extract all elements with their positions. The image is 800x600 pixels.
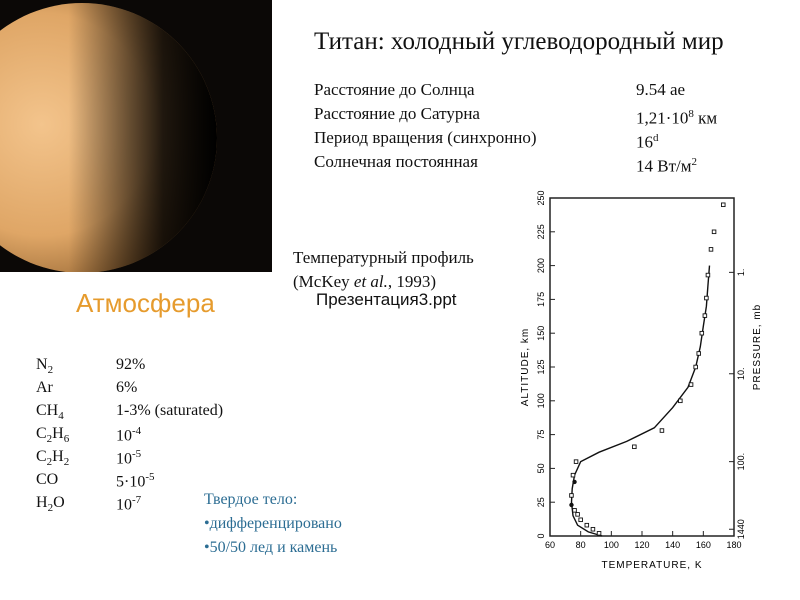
data-point-open [590,526,596,532]
data-point-open [696,351,701,356]
pressure-axis-label: PRESSURE, mb [752,304,763,390]
y-tick-label: 150 [536,326,546,341]
data-point-open [678,398,683,404]
presentation-link[interactable]: Презентация3.ppt [316,290,457,309]
fact-label: Расстояние до Солнца [314,80,475,99]
x-axis-label: TEMPERATURE, K [601,560,702,571]
gas-formula: C2H2 [36,448,70,469]
data-point-open [708,247,714,252]
y-tick-label: 0 [536,533,546,538]
fact-label: Период вращения (синхронно) [314,128,537,147]
data-point-open [704,295,709,301]
y-tick-label: 200 [536,258,546,273]
x-tick-label: 180 [726,540,741,550]
fact-value: 14 Вт/м2 [636,156,697,176]
data-point-open [572,508,577,513]
fact-value: 9.54 ае [636,80,686,99]
pressure-tick-label: 1440 [736,519,746,539]
data-point-open [578,517,583,523]
caption-line1: Температурный профиль [293,248,474,267]
data-point-open [570,472,576,478]
y-axis-label: ALTITUDE, km [520,328,531,406]
pressure-tick-label: 100. [736,453,746,471]
data-point-open [693,364,698,370]
y-tick-label: 125 [536,359,546,374]
y-tick-label: 50 [536,463,546,473]
x-tick-label: 160 [696,540,711,550]
gas-fraction: 1-3% (saturated) [116,402,224,419]
y-tick-label: 250 [536,190,546,205]
y-tick-label: 225 [536,224,546,239]
plot-frame [549,197,735,537]
fact-label: Солнечная постоянная [314,152,478,171]
gas-formula: CH4 [36,402,64,423]
fact-row-solar-constant: Солнечная постоянная 14 Вт/м2 [314,150,754,176]
gas-fraction: 92% [116,356,146,373]
gas-formula: H2O [36,494,65,515]
fact-label: Расстояние до Сатурна [314,104,480,123]
data-point-open [573,459,579,464]
y-tick-label: 75 [536,430,546,440]
data-point-open [688,382,694,387]
data-point-open [584,522,590,528]
x-tick-label: 80 [576,540,586,550]
data-point-open [659,428,665,433]
x-tick-label: 100 [604,540,619,550]
composition-row: Ar 6% [36,379,276,402]
composition-table: N2 92% Ar 6% CH4 1-3% (saturated) C2H6 1… [36,356,276,517]
composition-row: CO 5·10-5 [36,471,276,494]
composition-row: C2H6 10-4 [36,425,276,448]
data-point-open [705,272,711,278]
x-tick-label: 60 [545,540,555,550]
solid-body-item: •дифференцировано [204,515,342,532]
gas-fraction: 6% [116,379,138,396]
temperature-profile-caption: Температурный профиль (McKey et al., 199… [293,246,474,294]
y-tick-label: 175 [536,292,546,307]
gas-formula: C2H6 [36,425,70,446]
gas-fraction: 5·10-5 [116,471,155,491]
composition-row: H2O 10-7 [36,494,276,517]
solid-body-notes: Твердое тело: •дифференцировано •50/50 л… [204,488,342,560]
fact-row-rotation: Период вращения (синхронно) 16d [314,126,754,152]
data-point-open [699,330,705,336]
gas-formula: Ar [36,379,53,396]
pressure-tick-label: 1. [736,269,746,277]
x-tick-label: 120 [634,540,649,550]
temperature-profile-chart: 0 25 50 75 100 125 150 175 200 225 250 60 80 100 120 14… [506,186,800,580]
atmosphere-heading: Атмосфера [76,288,215,318]
fact-value: 16d [636,132,659,152]
data-point-filled [569,502,574,508]
gas-fraction: 10-7 [116,494,142,514]
data-point-open [702,313,708,318]
data-point-open [596,531,602,536]
gas-fraction: 10-4 [116,425,142,445]
data-point-open [569,493,574,498]
data-point-open [632,444,637,450]
composition-row: CH4 1-3% (saturated) [36,402,276,425]
data-point-open [711,229,717,235]
chart-svg: 0 25 50 75 100 125 150 175 200 225 250 60 80 100 120 14… [520,190,763,571]
data-point-open [575,512,580,517]
fact-row-sun: Расстояние до Солнца 9.54 ае [314,78,754,102]
caption-line2: (McKey et al., 1993) [293,272,437,291]
gas-formula: N2 [36,356,54,377]
composition-row: C2H2 10-5 [36,448,276,471]
fact-row-saturn: Расстояние до Сатурна 1,21·108 км [314,102,754,128]
titan-image [0,0,272,272]
y-tick-label: 100 [536,393,546,408]
data-point-open [721,202,726,208]
solid-body-heading: Твердое тело: [204,491,298,508]
x-tick-label: 140 [665,540,680,550]
solid-body-item: •50/50 лед и камень [204,539,338,556]
fact-value: 1,21·108 км [636,108,718,128]
pressure-tick-label: 10. [736,368,746,381]
gas-formula: CO [36,471,59,488]
gas-fraction: 10-5 [116,448,142,468]
profile-curve [570,265,711,537]
y-tick-label: 25 [536,497,546,507]
data-point-filled [572,479,577,485]
facts-table: Расстояние до Солнца 9.54 ае Расстояние … [314,78,754,176]
page-title: Титан: холодный углеводородный мир [314,28,724,55]
composition-row: N2 92% [36,356,276,379]
